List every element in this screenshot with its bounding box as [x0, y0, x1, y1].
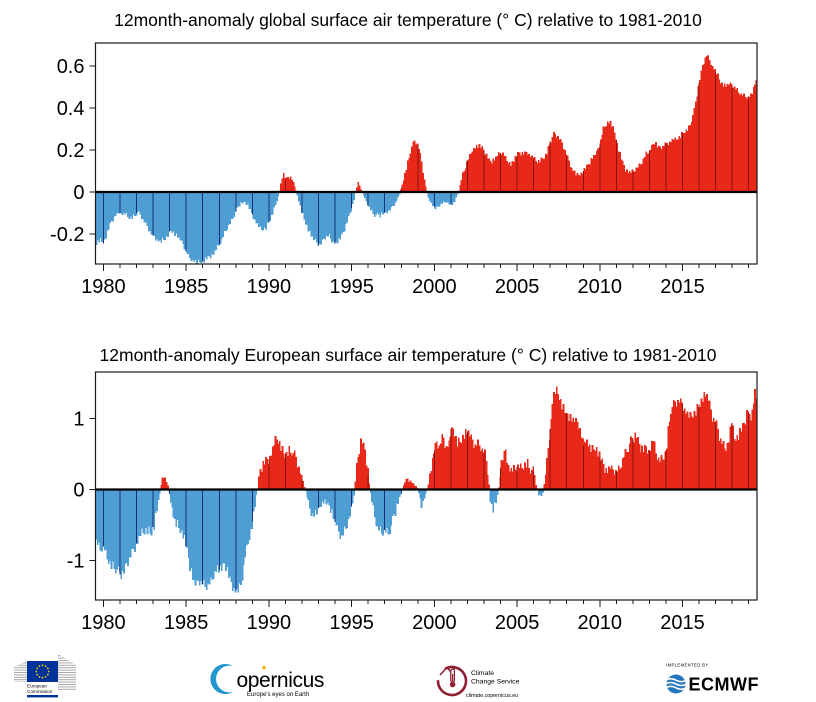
eu-flag-star [36, 673, 39, 676]
eu-flag-stars [35, 664, 50, 679]
x-axis [102, 264, 750, 271]
copernicus-crescent-icon [210, 664, 234, 694]
logo-strip: European Commission opernicus Europe's e… [14, 654, 759, 699]
eu-commission-label-line2: Commission [27, 689, 53, 694]
eu-flag-star [46, 667, 49, 670]
ecmwf-globe-waves [666, 677, 686, 691]
x-tick-label: 1985 [164, 612, 209, 634]
eu-flag-star [44, 665, 47, 668]
copernicus-satellite-dot-icon [262, 665, 266, 670]
plot-frame [94, 42, 758, 265]
c3s-url: climate.copernicus.eu [466, 693, 518, 699]
x-tick-label: 2015 [660, 276, 705, 298]
x-tick-label: 1990 [247, 612, 292, 634]
eu-flag-star [41, 676, 44, 679]
chart-title: 12month-anomaly European surface air tem… [100, 345, 717, 365]
c3s-name-line1: Climate [471, 670, 494, 677]
ecmwf-logo: IMPLEMENTED BY ECMWF [666, 663, 759, 695]
x-tick-label: 2015 [660, 612, 705, 634]
x-tick-label: 2000 [412, 276, 457, 298]
x-tick-label: 2010 [578, 612, 623, 634]
copernicus-tagline: Europe's eyes on Earth [247, 692, 309, 698]
c3s-name-line2: Change Service [471, 679, 520, 686]
x-tick-label: 2005 [495, 276, 540, 298]
copernicus-logo: opernicus Europe's eyes on Earth [210, 664, 324, 698]
x-tick-label: 1985 [164, 276, 209, 298]
x-tick-label: 1980 [81, 276, 126, 298]
x-axis [102, 600, 750, 607]
charts-canvas: 1980 1985 1990 1995 2000 2005 2010 2015 -0.2 0 0.2… [50, 10, 758, 634]
january-gridlines [102, 404, 750, 591]
global-anomaly-chart: 1980 1985 1990 1995 2000 2005 2010 2015 -0.2 0 0.2… [50, 10, 758, 298]
copernicus-wordmark: opernicus [237, 669, 324, 692]
y-tick-label: -0.2 [50, 224, 84, 246]
anomaly-bars [95, 54, 758, 264]
eu-underline-bar [27, 695, 58, 698]
c3s-thermometer-bulb [449, 681, 456, 688]
x-tick-label: 2005 [495, 612, 540, 634]
eu-flag-star [36, 667, 39, 670]
european-commission-logo: European Commission [14, 654, 76, 698]
eu-commission-label-line1: European [27, 684, 47, 689]
eu-flag-star [38, 665, 41, 668]
eu-flag-star [41, 664, 44, 667]
x-tick-label: 2000 [412, 612, 457, 634]
european-anomaly-chart: 1980 1985 1990 1995 2000 2005 2010 2015 -1 0 1 12mo… [67, 345, 758, 634]
y-tick-label: 1 [73, 409, 84, 431]
y-tick-label: 0.4 [57, 98, 85, 120]
ecmwf-implemented-by: IMPLEMENTED BY [666, 663, 709, 668]
y-tick-label: 0 [73, 182, 84, 204]
eu-flag-star [35, 670, 38, 673]
y-tick-label: -1 [67, 551, 85, 573]
x-tick-label: 1995 [329, 276, 374, 298]
x-tick-label: 1990 [247, 276, 292, 298]
y-tick-label: 0.6 [57, 56, 85, 78]
eu-stripes-right [58, 654, 76, 690]
x-tick-label: 1980 [81, 612, 126, 634]
eu-flag-star [38, 675, 41, 678]
ecmwf-wordmark: ECMWF [689, 675, 759, 695]
x-tick-label: 1995 [329, 612, 374, 634]
eu-flag-star [44, 675, 47, 678]
eu-flag-star [47, 670, 50, 673]
y-tick-label: 0.2 [57, 140, 85, 162]
eu-stripes-left [14, 661, 27, 682]
climate-change-service-logo: Climate Change Service climate.copernicu… [436, 665, 520, 699]
eu-flag [27, 661, 58, 682]
chart-title: 12month-anomaly global surface air tempe… [114, 10, 702, 30]
x-tick-label: 2010 [578, 276, 623, 298]
eu-flag-star [46, 673, 49, 676]
y-tick-label: 0 [73, 480, 84, 502]
plot-frame [94, 371, 758, 601]
